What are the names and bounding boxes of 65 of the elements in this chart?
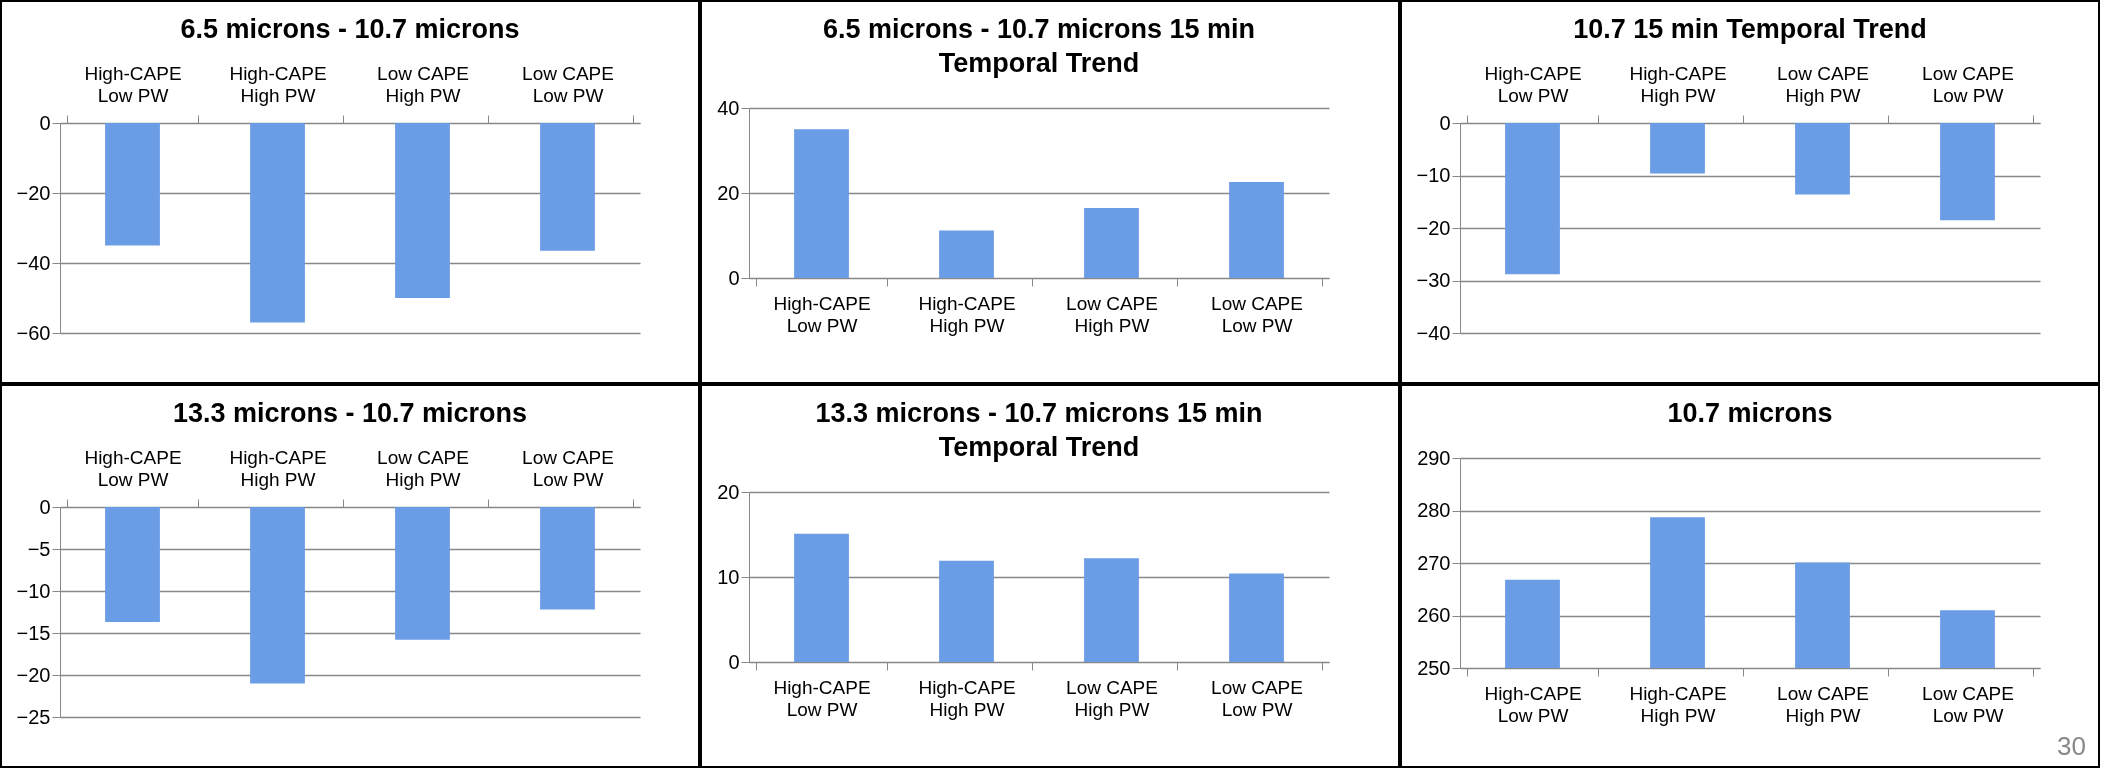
x-tick-label: High-CAPE High PW <box>229 62 327 106</box>
chart-title: 13.3 microns - 10.7 microns <box>172 398 528 428</box>
y-tick-label: −10 <box>1416 164 1451 186</box>
bar <box>1084 558 1139 662</box>
x-tick-label: High-CAPE Low PW <box>84 446 182 490</box>
y-tick-label: −25 <box>16 705 51 728</box>
y-tick-label: −15 <box>16 621 51 644</box>
x-tick-label: High-CAPE Low PW <box>1484 62 1582 106</box>
x-tick-label: Low CAPE High PW <box>377 62 469 106</box>
x-tick-label: Low CAPE Low PW <box>1211 676 1303 720</box>
y-tick-label: −40 <box>1416 321 1451 344</box>
y-tick-label: −60 <box>16 321 51 344</box>
y-tick-label: 290 <box>1417 446 1451 469</box>
x-tick-label: High-CAPE High PW <box>918 676 1016 720</box>
y-tick-label: 0 <box>39 495 51 518</box>
x-tick-label: Low CAPE High PW <box>1777 682 1869 726</box>
y-tick-label: 280 <box>1417 499 1451 521</box>
y-tick-label: −40 <box>16 251 51 274</box>
bar <box>794 129 849 278</box>
x-tick-label: Low CAPE Low PW <box>1922 62 2014 106</box>
y-tick-label: 0 <box>728 266 740 289</box>
bar <box>1229 181 1284 278</box>
y-tick-label: 0 <box>1439 111 1451 134</box>
y-tick-label: −20 <box>16 663 51 686</box>
x-tick-label: High-CAPE High PW <box>918 292 1016 336</box>
x-tick-label: Low CAPE High PW <box>1066 676 1158 720</box>
y-tick-label: 0 <box>728 650 740 673</box>
y-tick-label: 40 <box>717 96 740 119</box>
x-tick-label: High-CAPE Low PW <box>773 676 871 720</box>
chart-title: 10.7 microns <box>1667 398 1833 428</box>
x-tick-label: High-CAPE High PW <box>1629 682 1727 726</box>
y-tick-label: 250 <box>1417 656 1451 679</box>
x-tick-label: Low CAPE Low PW <box>1922 682 2014 726</box>
x-tick-label: Low CAPE Low PW <box>522 62 614 106</box>
y-tick-label: 260 <box>1417 604 1451 626</box>
y-tick-label: 270 <box>1417 551 1451 574</box>
x-tick-label: High-CAPE High PW <box>1629 62 1727 106</box>
bar <box>939 230 994 278</box>
chart-title: 13.3 microns - 10.7 microns 15 min Temporal Trend <box>815 398 1263 462</box>
y-tick-label: −30 <box>1416 269 1451 291</box>
y-tick-label: 0 <box>39 111 51 134</box>
x-tick-label: High-CAPE High PW <box>229 446 327 490</box>
y-tick-label: 10 <box>717 565 740 588</box>
x-tick-label: High-CAPE Low PW <box>1484 682 1582 726</box>
text: 30 <box>2057 731 2086 762</box>
bar <box>794 533 849 662</box>
y-tick-label: −5 <box>27 537 51 560</box>
chart-title: 6.5 microns - 10.7 microns 15 min Temporal Trend <box>822 14 1256 78</box>
x-tick-label: Low CAPE High PW <box>377 446 469 490</box>
chart-title: 10.7 15 min Temporal Trend <box>1573 14 1927 44</box>
bar <box>1229 573 1284 662</box>
y-tick-label: 20 <box>717 480 740 503</box>
x-tick-label: Low CAPE Low PW <box>1211 292 1303 336</box>
x-tick-label: Low CAPE High PW <box>1777 62 1869 106</box>
y-tick-label: −10 <box>16 579 51 602</box>
x-tick-label: High-CAPE Low PW <box>84 62 182 106</box>
y-tick-label: 20 <box>717 181 740 204</box>
x-tick-label: Low CAPE High PW <box>1066 292 1158 336</box>
x-tick-label: High-CAPE Low PW <box>773 292 871 336</box>
bar <box>939 560 994 662</box>
y-tick-label: −20 <box>1416 216 1451 239</box>
y-tick-label: −20 <box>16 181 51 204</box>
chart-title: 6.5 microns - 10.7 microns <box>180 14 520 44</box>
x-tick-label: Low CAPE Low PW <box>522 446 614 490</box>
bar <box>1084 207 1139 278</box>
